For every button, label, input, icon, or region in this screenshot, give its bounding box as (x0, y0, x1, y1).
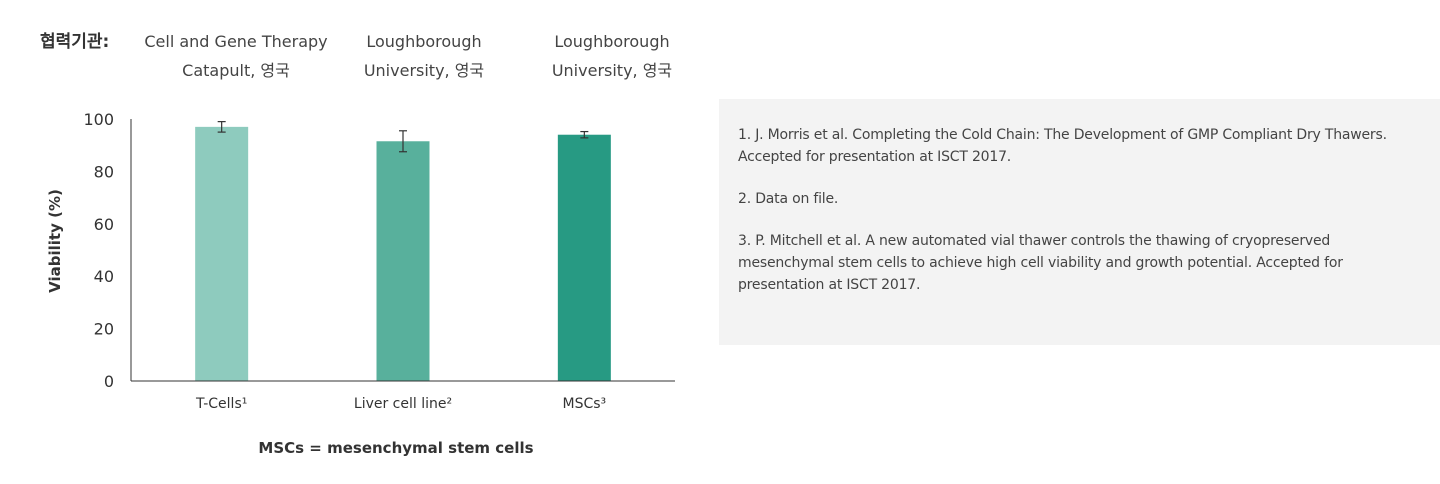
x-tick-label: MSCs³ (563, 396, 607, 412)
error-bars (217, 121, 589, 153)
collaboration-label: 협력기관: (40, 31, 109, 52)
reference-2: 2. Data on file. (738, 191, 839, 207)
y-tick-label: 100 (83, 110, 114, 129)
x-tick-label: Liver cell line² (354, 396, 452, 412)
partner-3-line2: University, 영국 (552, 61, 672, 80)
reference-1: 1. J. Morris et al. Completing the Cold … (738, 127, 1387, 165)
reference-3: 3. P. Mitchell et al. A new automated vi… (738, 233, 1343, 293)
references-panel: 1. J. Morris et al. Completing the Cold … (719, 99, 1440, 345)
y-tick-label: 80 (94, 162, 114, 181)
y-axis-label: Viability (%) (46, 189, 64, 293)
error-bar (399, 130, 407, 153)
bar (195, 126, 249, 381)
error-bar (217, 121, 226, 133)
error-bar (580, 130, 589, 139)
bars (195, 126, 611, 381)
y-ticks: 0 20 40 60 80 100 (83, 110, 114, 391)
partner-2-line2: University, 영국 (364, 61, 484, 80)
y-tick-label: 0 (104, 372, 114, 391)
chart-footnote: MSCs = mesenchymal stem cells (258, 439, 533, 457)
y-tick-label: 20 (94, 320, 114, 339)
y-tick-label: 40 (94, 267, 114, 286)
y-tick-label: 60 (94, 215, 114, 234)
partner-3-line1: Loughborough (554, 32, 669, 51)
bar (557, 134, 611, 381)
x-ticks: T-Cells¹ Liver cell line² MSCs³ (195, 396, 606, 412)
viability-chart: 협력기관: Cell and Gene Therapy Catapult, 영국… (40, 31, 675, 457)
bar (376, 141, 430, 381)
x-tick-label: T-Cells¹ (195, 396, 247, 412)
partner-1-line1: Cell and Gene Therapy (144, 32, 327, 51)
partner-1-line2: Catapult, 영국 (182, 61, 290, 80)
partner-2-line1: Loughborough (366, 32, 481, 51)
